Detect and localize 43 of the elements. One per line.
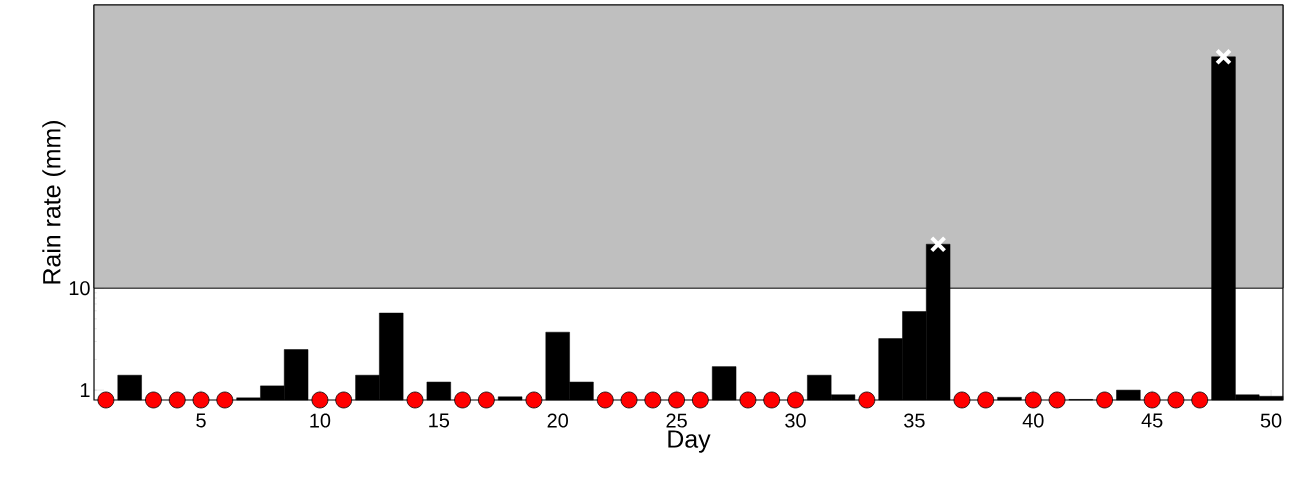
point: [1215, 48, 1232, 66]
x-tick-label: 45: [1141, 413, 1163, 428]
point: [525, 391, 543, 409]
point: [192, 391, 210, 409]
x-tick-label: 30: [785, 413, 806, 428]
point: [1143, 391, 1161, 409]
x-tick-label: 50: [1260, 413, 1282, 428]
point: [929, 235, 947, 253]
point: [168, 391, 186, 409]
point: [977, 391, 995, 409]
point: [97, 391, 115, 409]
point: [668, 391, 685, 409]
point: [311, 391, 329, 409]
x-tick-label: 25: [666, 413, 687, 428]
point: [620, 391, 638, 409]
point: [953, 391, 971, 409]
point: [1096, 391, 1113, 409]
x-tick-label: 5: [196, 413, 206, 428]
point: [477, 391, 495, 409]
point: [1048, 391, 1066, 409]
x-axis-title: Day: [668, 430, 711, 453]
point: [787, 391, 804, 409]
point: [596, 391, 614, 409]
point: [858, 391, 876, 409]
x-tick-label: 20: [547, 413, 568, 428]
x-tick-label: 10: [310, 413, 331, 428]
x-tick-label: 40: [1022, 413, 1044, 428]
point: [145, 391, 162, 409]
point: [763, 391, 781, 409]
point: [216, 391, 234, 409]
point: [1191, 391, 1209, 409]
y-axis-title: Rain rate (mm): [42, 121, 66, 284]
point: [335, 391, 353, 409]
point: [644, 391, 662, 409]
point: [454, 391, 471, 409]
y-tick-label: 1: [80, 383, 90, 397]
point: [1024, 391, 1042, 409]
point: [739, 391, 757, 409]
point: [1167, 391, 1185, 409]
x-tick-label: 35: [904, 413, 925, 428]
point: [691, 391, 709, 409]
x-tick-label: 15: [429, 413, 450, 428]
point: [406, 391, 424, 409]
